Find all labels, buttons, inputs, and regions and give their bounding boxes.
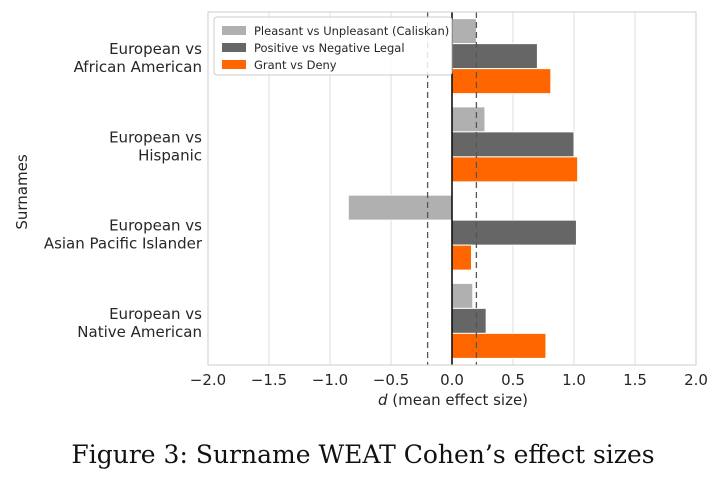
legend-label: Pleasant vs Unpleasant (Caliskan) (254, 24, 449, 38)
x-axis-label-symbol: d (378, 391, 388, 409)
legend-label: Grant vs Deny (254, 58, 337, 72)
bar (347, 194, 453, 221)
x-tick-label: 2.0 (684, 371, 708, 389)
x-tick-label: −1.0 (312, 371, 348, 389)
category-label: European vs African American (74, 40, 203, 76)
bar (451, 332, 547, 359)
bar (451, 282, 474, 309)
x-tick-labels: −2.0 −1.5 −1.0 −0.5 0.0 0.5 1.0 1.5 2.0 (190, 371, 708, 389)
category-label-line: European vs (109, 128, 202, 146)
category-label-line: African American (74, 58, 202, 76)
category-label-line: Native American (77, 323, 202, 341)
category-label: European vs Native American (77, 305, 202, 341)
bar (451, 131, 575, 158)
legend-label: Positive vs Negative Legal (254, 41, 405, 55)
x-axis-label-text: (mean effect size) (387, 391, 528, 409)
category-label: European vs Asian Pacific Islander (44, 217, 203, 253)
bar (451, 219, 577, 246)
category-label: European vs Hispanic (109, 128, 202, 164)
legend-swatch (222, 26, 246, 35)
category-label-line: European vs (109, 40, 202, 58)
x-tick-label: 0.0 (440, 371, 464, 389)
bar (451, 244, 473, 271)
x-tick-label: −0.5 (373, 371, 409, 389)
x-tick-label: 1.5 (623, 371, 647, 389)
effect-size-chart: −2.0 −1.5 −1.0 −0.5 0.0 0.5 1.0 1.5 2.0 European… (13, 11, 708, 409)
y-axis-label: Surnames (13, 154, 31, 229)
x-tick-label: −2.0 (190, 371, 226, 389)
bar (451, 307, 487, 334)
category-label-line: European vs (109, 217, 202, 235)
bar (451, 18, 477, 45)
x-axis-label: d (mean effect size) (378, 391, 528, 409)
x-tick-label: −1.5 (251, 371, 287, 389)
legend-box (213, 16, 453, 76)
legend-swatch (222, 60, 246, 69)
bar (451, 68, 552, 95)
category-label-line: Asian Pacific Islander (44, 235, 203, 253)
bar (451, 106, 486, 133)
category-label-line: European vs (109, 305, 202, 323)
bars (347, 18, 579, 359)
bar (451, 156, 579, 183)
x-tick-label: 1.0 (562, 371, 586, 389)
bar (451, 43, 538, 70)
category-label-line: Hispanic (138, 146, 202, 164)
plot-frame (207, 11, 697, 366)
figure-caption: Figure 3: Surname WEAT Cohen’s effect si… (71, 440, 655, 469)
legend: Pleasant vs Unpleasant (Caliskan) Positiv… (213, 16, 453, 76)
x-tick-label: 0.5 (501, 371, 525, 389)
legend-swatch (222, 43, 246, 52)
